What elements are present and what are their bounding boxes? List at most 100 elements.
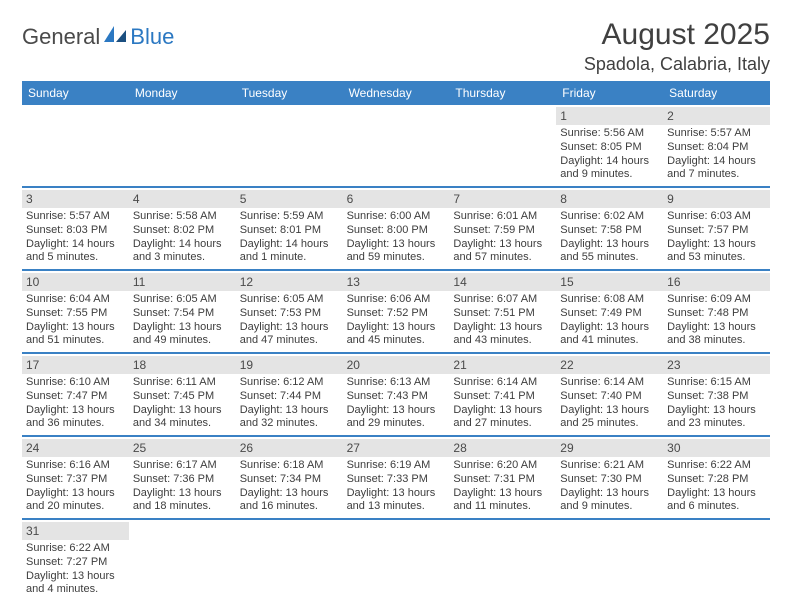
day-cell: 1Sunrise: 5:56 AMSunset: 8:05 PMDaylight… [556,105,663,186]
day-cell: 19Sunrise: 6:12 AMSunset: 7:44 PMDayligh… [236,354,343,435]
sunset-text: Sunset: 8:03 PM [26,224,125,238]
day-cell: 28Sunrise: 6:20 AMSunset: 7:31 PMDayligh… [449,437,556,518]
sunrise-text: Sunrise: 6:14 AM [560,376,659,390]
day-number: 19 [236,356,343,374]
daylight-text: Daylight: 13 hours [453,404,552,418]
sunset-text: Sunset: 8:00 PM [347,224,446,238]
daylight-text: and 20 minutes. [26,500,125,514]
day-number: 22 [556,356,663,374]
day-number: 1 [556,107,663,125]
day-cell: 23Sunrise: 6:15 AMSunset: 7:38 PMDayligh… [663,354,770,435]
empty-cell [449,105,556,186]
page-title: August 2025 [584,18,770,52]
day-cell: 29Sunrise: 6:21 AMSunset: 7:30 PMDayligh… [556,437,663,518]
day-cell: 18Sunrise: 6:11 AMSunset: 7:45 PMDayligh… [129,354,236,435]
sunrise-text: Sunrise: 6:22 AM [667,459,766,473]
sunset-text: Sunset: 7:48 PM [667,307,766,321]
daylight-text: and 57 minutes. [453,251,552,265]
sunset-text: Sunset: 8:01 PM [240,224,339,238]
weekday-header: Sunday [22,81,129,105]
empty-cell [343,520,450,601]
day-cell: 4Sunrise: 5:58 AMSunset: 8:02 PMDaylight… [129,188,236,269]
daylight-text: and 7 minutes. [667,168,766,182]
sunrise-text: Sunrise: 6:05 AM [240,293,339,307]
weekday-header: Saturday [663,81,770,105]
daylight-text: Daylight: 13 hours [667,321,766,335]
daylight-text: and 32 minutes. [240,417,339,431]
daylight-text: Daylight: 14 hours [133,238,232,252]
sunset-text: Sunset: 7:54 PM [133,307,232,321]
sunset-text: Sunset: 7:58 PM [560,224,659,238]
sunrise-text: Sunrise: 6:00 AM [347,210,446,224]
daylight-text: and 41 minutes. [560,334,659,348]
daylight-text: Daylight: 13 hours [26,404,125,418]
day-cell: 6Sunrise: 6:00 AMSunset: 8:00 PMDaylight… [343,188,450,269]
day-cell: 15Sunrise: 6:08 AMSunset: 7:49 PMDayligh… [556,271,663,352]
daylight-text: and 36 minutes. [26,417,125,431]
daylight-text: Daylight: 13 hours [240,404,339,418]
day-number: 4 [129,190,236,208]
daylight-text: and 38 minutes. [667,334,766,348]
day-number: 5 [236,190,343,208]
sunset-text: Sunset: 7:34 PM [240,473,339,487]
empty-cell [663,520,770,601]
sail-icon [102,24,128,50]
sunrise-text: Sunrise: 6:20 AM [453,459,552,473]
day-number: 16 [663,273,770,291]
daylight-text: Daylight: 13 hours [667,404,766,418]
sunset-text: Sunset: 7:27 PM [26,556,125,570]
weekday-header: Tuesday [236,81,343,105]
day-number: 31 [22,522,129,540]
sunrise-text: Sunrise: 6:09 AM [667,293,766,307]
sunset-text: Sunset: 7:44 PM [240,390,339,404]
day-cell: 25Sunrise: 6:17 AMSunset: 7:36 PMDayligh… [129,437,236,518]
daylight-text: and 18 minutes. [133,500,232,514]
empty-cell [129,520,236,601]
sunset-text: Sunset: 7:43 PM [347,390,446,404]
sunset-text: Sunset: 7:47 PM [26,390,125,404]
sunset-text: Sunset: 7:37 PM [26,473,125,487]
sunrise-text: Sunrise: 6:21 AM [560,459,659,473]
day-number: 29 [556,439,663,457]
sunrise-text: Sunrise: 6:03 AM [667,210,766,224]
daylight-text: and 1 minute. [240,251,339,265]
day-cell: 14Sunrise: 6:07 AMSunset: 7:51 PMDayligh… [449,271,556,352]
sunrise-text: Sunrise: 6:06 AM [347,293,446,307]
daylight-text: and 23 minutes. [667,417,766,431]
day-number: 2 [663,107,770,125]
sunset-text: Sunset: 7:28 PM [667,473,766,487]
weekday-header: Friday [556,81,663,105]
daylight-text: and 45 minutes. [347,334,446,348]
day-cell: 27Sunrise: 6:19 AMSunset: 7:33 PMDayligh… [343,437,450,518]
daylight-text: Daylight: 13 hours [347,487,446,501]
daylight-text: and 16 minutes. [240,500,339,514]
sunset-text: Sunset: 8:02 PM [133,224,232,238]
day-cell: 16 Sunrise: 6:09 AMSunset: 7:48 PMDayligh… [663,271,770,352]
daylight-text: Daylight: 13 hours [347,321,446,335]
daylight-text: and 11 minutes. [453,500,552,514]
sunset-text: Sunset: 7:30 PM [560,473,659,487]
day-number: 21 [449,356,556,374]
day-cell: 30Sunrise: 6:22 AMSunset: 7:28 PMDayligh… [663,437,770,518]
sunset-text: Sunset: 7:49 PM [560,307,659,321]
calendar: SundayMondayTuesdayWednesdayThursdayFrid… [22,81,770,601]
daylight-text: Daylight: 13 hours [453,238,552,252]
day-cell: 13Sunrise: 6:06 AMSunset: 7:52 PMDayligh… [343,271,450,352]
daylight-text: Daylight: 13 hours [453,487,552,501]
day-cell: 3Sunrise: 5:57 AMSunset: 8:03 PMDaylight… [22,188,129,269]
daylight-text: and 29 minutes. [347,417,446,431]
daylight-text: and 43 minutes. [453,334,552,348]
day-number: 3 [22,190,129,208]
daylight-text: and 34 minutes. [133,417,232,431]
sunrise-text: Sunrise: 5:57 AM [667,127,766,141]
sunrise-text: Sunrise: 6:05 AM [133,293,232,307]
day-number: 7 [449,190,556,208]
sunset-text: Sunset: 7:38 PM [667,390,766,404]
sunrise-text: Sunrise: 6:16 AM [26,459,125,473]
sunrise-text: Sunrise: 5:56 AM [560,127,659,141]
daylight-text: and 59 minutes. [347,251,446,265]
day-cell: 21Sunrise: 6:14 AMSunset: 7:41 PMDayligh… [449,354,556,435]
sunset-text: Sunset: 7:51 PM [453,307,552,321]
weekday-header: Monday [129,81,236,105]
logo-text-blue: Blue [130,24,174,50]
